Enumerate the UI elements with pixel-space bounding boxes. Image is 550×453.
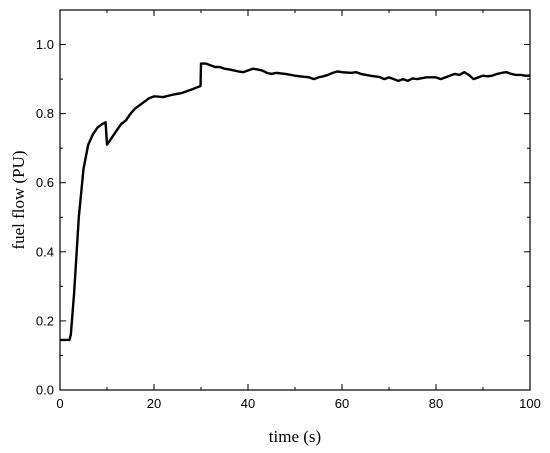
y-axis-label: fuel flow (PU) [9,150,28,249]
series-line [60,62,530,342]
x-tick-label: 100 [519,396,541,411]
y-tick-label: 1.0 [36,37,54,52]
series-group [60,62,530,342]
x-tick-label: 60 [335,396,349,411]
plot-frame [59,9,531,391]
y-tick-label: 0.4 [36,244,54,259]
y-tick-label: 0.8 [36,106,54,121]
x-tick-label: 80 [429,396,443,411]
y-tick-label: 0.2 [36,313,54,328]
y-tick-label: 0.0 [36,383,54,398]
y-tick-label: 0.6 [36,175,54,190]
axis-tick-labels: 0 20 40 60 80 100 0.0 0.2 0.4 0.6 0.8 1.0 [36,37,541,411]
axis-ticks [59,10,531,391]
x-tick-label: 40 [241,396,255,411]
x-tick-label: 0 [56,396,63,411]
x-axis-label: time (s) [269,427,321,446]
x-tick-label: 20 [147,396,161,411]
